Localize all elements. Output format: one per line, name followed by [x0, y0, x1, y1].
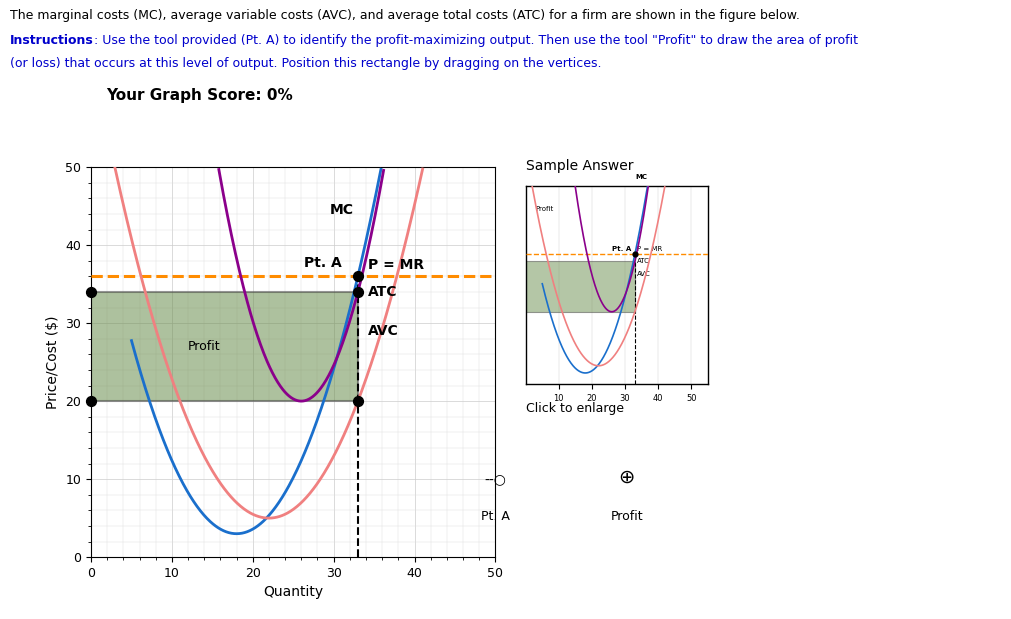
Text: Profit: Profit	[611, 510, 643, 523]
Text: ⊕: ⊕	[619, 468, 635, 487]
Text: ATC: ATC	[637, 258, 649, 264]
Text: Sample Answer: Sample Answer	[526, 159, 633, 173]
Text: ATC: ATC	[368, 285, 397, 299]
Text: Profit: Profit	[188, 340, 220, 353]
Text: Pt. A: Pt. A	[481, 510, 510, 523]
Text: Click to enlarge: Click to enlarge	[526, 402, 624, 415]
Point	[627, 249, 643, 259]
Text: --○: --○	[484, 472, 507, 486]
Text: The marginal costs (MC), average variable costs (AVC), and average total costs (: The marginal costs (MC), average variabl…	[10, 9, 800, 22]
Text: Pt. A: Pt. A	[613, 246, 632, 251]
Text: Pt. A: Pt. A	[304, 256, 342, 270]
Text: Instructions: Instructions	[10, 34, 94, 47]
Text: : Use the tool provided (Pt. A) to identify the profit-maximizing output. Then u: : Use the tool provided (Pt. A) to ident…	[94, 34, 858, 47]
Point	[83, 287, 99, 297]
Text: AVC: AVC	[637, 271, 650, 277]
Bar	[526, 261, 635, 312]
Point	[83, 396, 99, 406]
Text: P = MR: P = MR	[368, 258, 424, 272]
Text: MC: MC	[330, 203, 354, 217]
Y-axis label: Price/Cost ($): Price/Cost ($)	[45, 315, 60, 409]
Text: P = MR: P = MR	[637, 246, 662, 251]
Point	[350, 271, 366, 281]
Text: Profit: Profit	[536, 206, 554, 212]
Point	[350, 396, 366, 406]
X-axis label: Quantity: Quantity	[263, 586, 324, 599]
Text: Your Graph Score: 0%: Your Graph Score: 0%	[106, 87, 293, 103]
Text: AVC: AVC	[368, 324, 398, 338]
Text: (or loss) that occurs at this level of output. Position this rectangle by draggi: (or loss) that occurs at this level of o…	[10, 57, 602, 70]
Point	[350, 287, 366, 297]
Bar	[91, 292, 358, 401]
Text: MC: MC	[636, 174, 647, 180]
